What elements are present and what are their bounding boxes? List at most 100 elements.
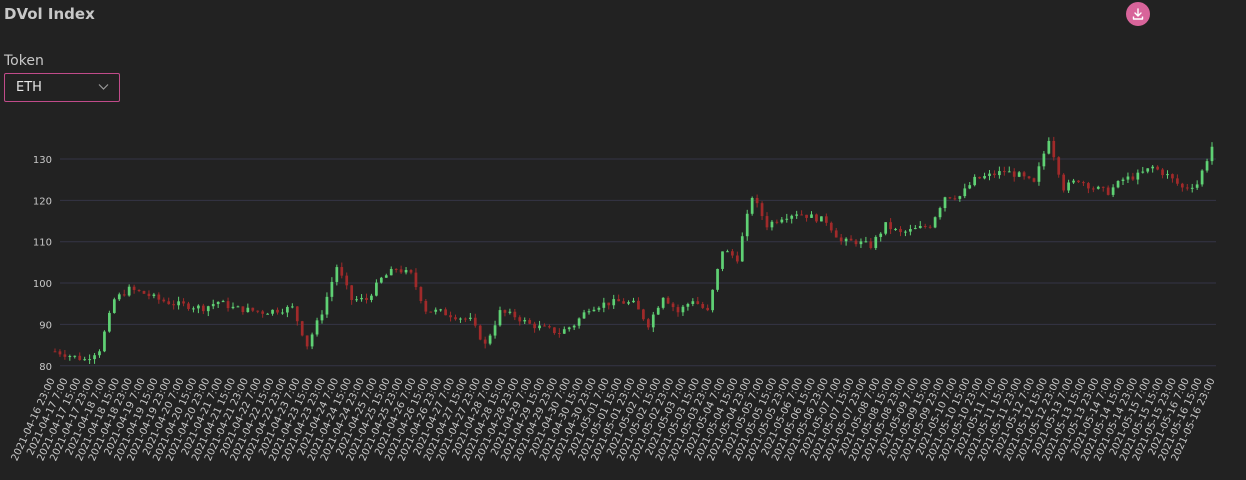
candle-body bbox=[261, 311, 265, 314]
candle-body bbox=[864, 241, 868, 243]
candle-body bbox=[137, 289, 141, 292]
candle-body bbox=[735, 255, 739, 262]
candle-body bbox=[172, 304, 176, 306]
candle-body bbox=[557, 333, 561, 335]
candle-body bbox=[63, 354, 67, 357]
candle-body bbox=[295, 306, 299, 322]
candle-body bbox=[978, 176, 981, 179]
candle-body bbox=[646, 319, 650, 328]
candle-body bbox=[1106, 187, 1110, 195]
candle-body bbox=[592, 309, 596, 312]
candle-body bbox=[834, 230, 838, 238]
download-button[interactable] bbox=[1126, 2, 1150, 26]
candle-body bbox=[543, 325, 546, 327]
candle-body bbox=[696, 301, 700, 305]
candle-body bbox=[122, 294, 126, 296]
candle-body bbox=[617, 299, 621, 302]
candle-body bbox=[434, 309, 438, 312]
candle-body bbox=[236, 306, 240, 308]
candle-body bbox=[760, 203, 764, 217]
candle-body bbox=[1185, 187, 1189, 189]
candle-body bbox=[1136, 172, 1140, 180]
candle-body bbox=[1087, 183, 1090, 189]
candle-body bbox=[869, 241, 873, 248]
candle-body bbox=[642, 309, 645, 320]
candle-body bbox=[345, 275, 349, 286]
candle-body bbox=[355, 299, 358, 301]
candle-body bbox=[884, 222, 888, 234]
download-icon bbox=[1132, 8, 1144, 20]
candle-body bbox=[112, 299, 116, 313]
token-select[interactable]: ETH bbox=[4, 73, 120, 102]
candle-body bbox=[384, 275, 388, 278]
candle-body bbox=[1082, 182, 1085, 184]
candle-body bbox=[1116, 180, 1120, 188]
candle-body bbox=[1012, 171, 1016, 177]
candle-body bbox=[1017, 172, 1021, 177]
candle-body bbox=[849, 238, 853, 241]
candle-body bbox=[1176, 178, 1179, 184]
candle-body bbox=[1151, 166, 1155, 169]
candle-body bbox=[197, 305, 200, 309]
candle-body bbox=[53, 351, 57, 353]
candle-body bbox=[968, 185, 972, 189]
candle-body bbox=[315, 320, 319, 335]
candle-body bbox=[157, 294, 161, 300]
candle-body bbox=[913, 228, 917, 230]
candle-body bbox=[379, 277, 383, 283]
candle-body bbox=[424, 300, 428, 312]
candle-body bbox=[1161, 169, 1164, 176]
candle-body bbox=[399, 269, 403, 273]
candle-body bbox=[439, 309, 443, 311]
candle-body bbox=[1077, 180, 1080, 183]
candle-body bbox=[167, 301, 171, 305]
candle-body bbox=[127, 286, 131, 296]
candle-body bbox=[454, 317, 457, 320]
candle-body bbox=[686, 303, 690, 307]
candle-body bbox=[632, 300, 635, 303]
candle-body bbox=[1072, 180, 1075, 183]
token-label: Token bbox=[4, 53, 44, 69]
candle-body bbox=[1062, 174, 1066, 191]
candle-body bbox=[68, 356, 72, 358]
candle-body bbox=[716, 268, 719, 290]
candle-body bbox=[493, 325, 497, 336]
candle-body bbox=[468, 317, 472, 319]
candle-body bbox=[656, 307, 660, 315]
candle-body bbox=[1057, 157, 1061, 175]
candle-body bbox=[923, 226, 927, 228]
candle-body bbox=[1180, 183, 1184, 188]
candle-body bbox=[1067, 182, 1070, 191]
candle-body bbox=[933, 217, 937, 228]
candle-body bbox=[1096, 186, 1100, 189]
candle-body bbox=[1022, 172, 1026, 177]
candle-body bbox=[553, 327, 556, 334]
candle-body bbox=[706, 307, 710, 311]
candle-body bbox=[117, 294, 121, 300]
y-tick-label: 100 bbox=[33, 279, 52, 290]
candle-body bbox=[928, 226, 932, 228]
candle-body bbox=[231, 306, 235, 309]
candle-body bbox=[572, 325, 576, 328]
candle-body bbox=[711, 289, 714, 311]
candle-body bbox=[320, 314, 324, 321]
candle-body bbox=[1052, 140, 1056, 158]
candle-body bbox=[691, 301, 695, 304]
candle-body bbox=[1091, 188, 1095, 190]
candle-body bbox=[1111, 187, 1115, 195]
candle-body bbox=[1156, 166, 1159, 170]
candle-body bbox=[1171, 174, 1174, 179]
candle-body bbox=[58, 351, 62, 355]
candle-body bbox=[879, 233, 883, 237]
candle-body bbox=[750, 197, 754, 214]
candle-body bbox=[795, 214, 799, 216]
candle-body bbox=[805, 214, 808, 218]
candle-body bbox=[464, 318, 467, 320]
candle-body bbox=[73, 355, 77, 357]
candle-body bbox=[829, 222, 833, 231]
candle-body bbox=[246, 307, 250, 313]
candle-body bbox=[904, 231, 907, 233]
candle-body bbox=[478, 325, 482, 340]
candle-body bbox=[241, 306, 245, 313]
